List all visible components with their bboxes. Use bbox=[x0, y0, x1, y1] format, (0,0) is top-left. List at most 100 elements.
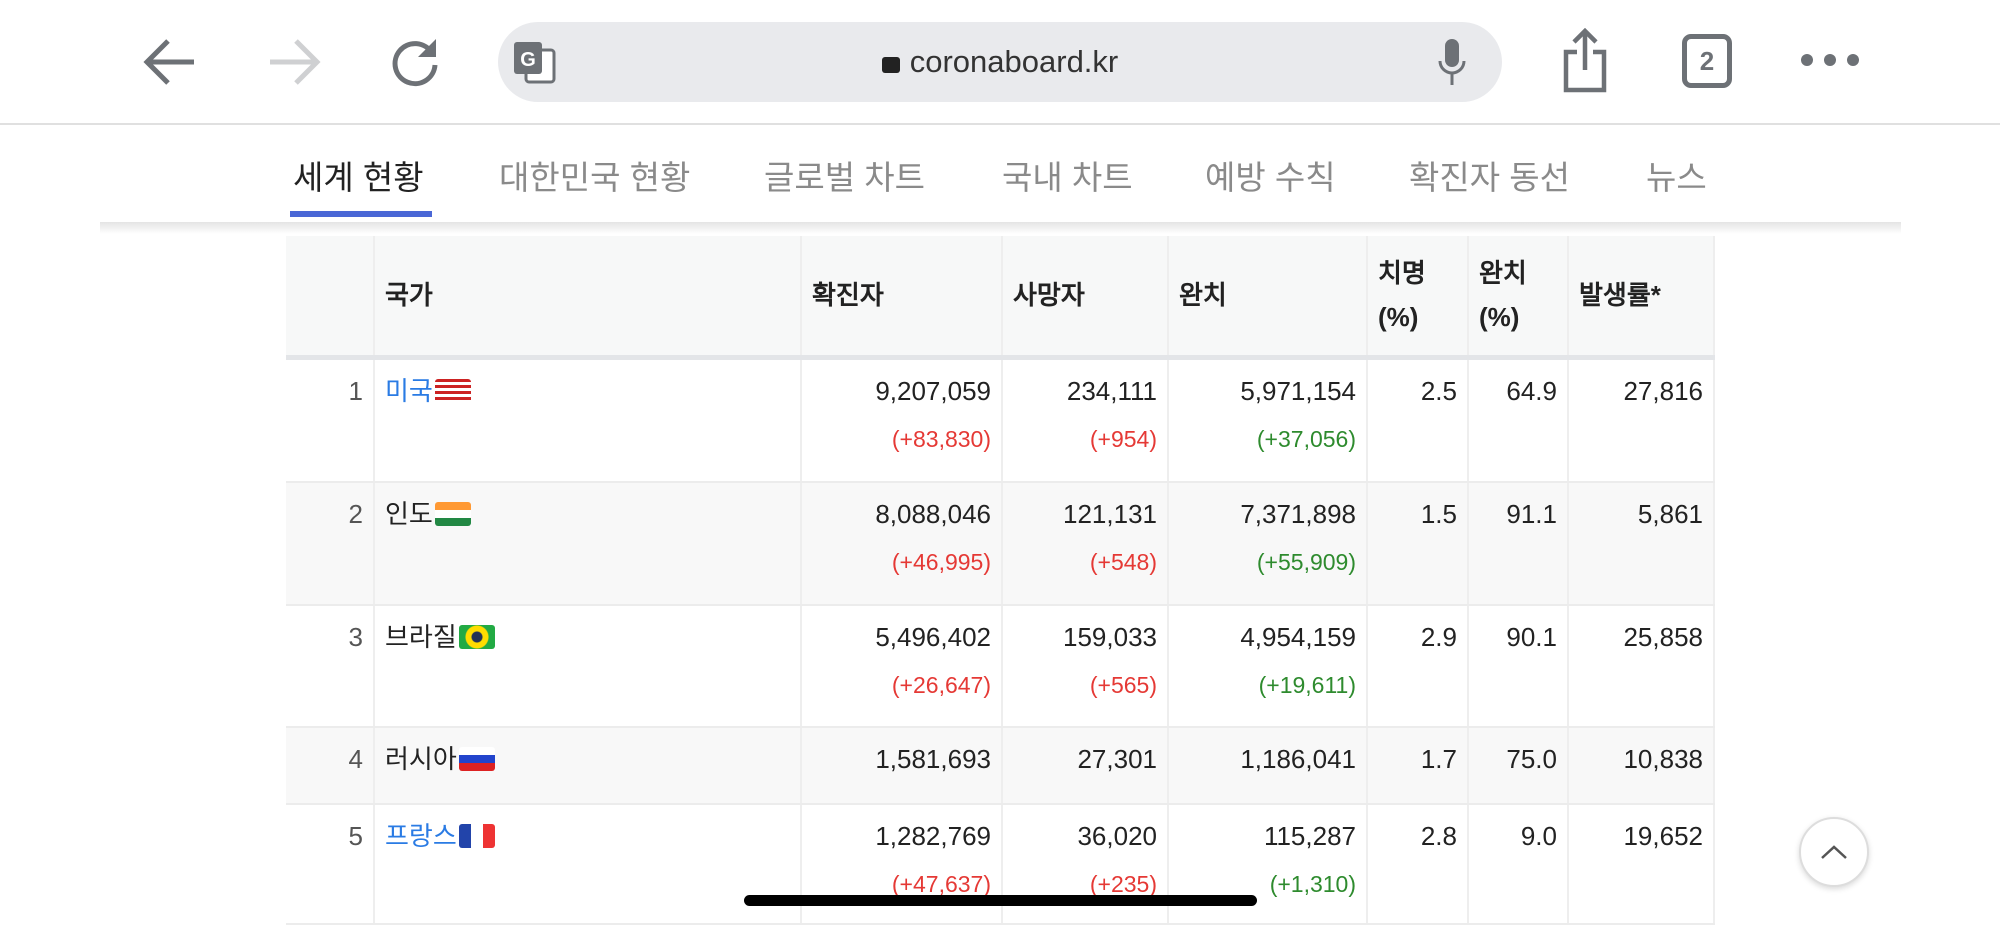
recovered-delta: (+19,611) bbox=[1258, 672, 1356, 698]
incidence-value: 5,861 bbox=[1637, 499, 1703, 529]
confirmed-value: 8,088,046 bbox=[875, 499, 991, 529]
tab-korea[interactable]: 대한민국 현황 bbox=[499, 159, 691, 196]
flag-icon bbox=[434, 378, 471, 403]
col-deaths[interactable]: 사망자 bbox=[1002, 236, 1169, 360]
col-incidence[interactable]: 발생률* bbox=[1568, 236, 1715, 360]
tab-world[interactable]: 세계 현황 bbox=[293, 159, 424, 196]
fatality-value: 2.5 bbox=[1420, 375, 1457, 406]
recovered-cell: 7,371,898 (+55,909) bbox=[1168, 482, 1368, 606]
deaths-value: 234,111 bbox=[1066, 375, 1157, 406]
col-rank bbox=[286, 236, 375, 360]
divider bbox=[100, 222, 1901, 234]
country-name: 러시아 bbox=[385, 744, 457, 774]
rank-cell: 2 bbox=[286, 482, 375, 606]
table-row: 5 프랑스 1,282,769 (+47,637) 36,020 (+235) 115,28… bbox=[286, 804, 1715, 925]
country-cell: 프랑스 bbox=[374, 804, 802, 925]
table-header: 국가 확진자 사망자 완치 치명 (%) 완치 (%) 발생률* bbox=[286, 236, 1715, 360]
recovery-value: 90.1 bbox=[1506, 622, 1557, 652]
confirmed-cell: 5,496,402 (+26,647) bbox=[801, 605, 1003, 728]
deaths-cell: 121,131 (+548) bbox=[1002, 482, 1169, 606]
fatality-cell: 2.5 bbox=[1367, 357, 1469, 483]
incidence-cell: 25,858 bbox=[1568, 605, 1715, 728]
share-icon[interactable] bbox=[1555, 26, 1615, 96]
section-tabs: 세계 현황 대한민국 현황 글로벌 차트 국내 차트 예방 수칙 확진자 동선 … bbox=[0, 125, 2000, 223]
home-indicator bbox=[744, 895, 1257, 906]
confirmed-delta: (+83,830) bbox=[891, 425, 991, 452]
deaths-cell: 36,020 (+235) bbox=[1002, 804, 1169, 925]
flag-icon bbox=[458, 625, 495, 649]
deaths-delta: (+954) bbox=[1089, 425, 1157, 452]
country-link[interactable]: 미국 bbox=[385, 375, 433, 406]
table-row: 4 러시아 1,581,693 27,301 1,186,041 1.7 75.0 10,83… bbox=[286, 727, 1715, 805]
confirmed-value: 1,581,693 bbox=[875, 744, 991, 774]
tab-prevention[interactable]: 예방 수칙 bbox=[1205, 159, 1336, 196]
fatality-value: 1.7 bbox=[1420, 744, 1457, 774]
rank-cell: 3 bbox=[286, 605, 375, 728]
fatality-value: 1.5 bbox=[1420, 499, 1457, 529]
country-cell: 인도 bbox=[374, 482, 802, 606]
confirmed-cell: 9,207,059 (+83,830) bbox=[801, 357, 1003, 483]
more-menu-icon[interactable] bbox=[1800, 40, 1860, 80]
fatality-cell: 1.7 bbox=[1367, 727, 1469, 805]
country-cell: 브라질 bbox=[374, 605, 802, 728]
col-recovered[interactable]: 완치 bbox=[1168, 236, 1368, 360]
flag-icon bbox=[458, 824, 495, 848]
fatality-cell: 2.8 bbox=[1367, 804, 1469, 925]
tab-news[interactable]: 뉴스 bbox=[1646, 159, 1707, 196]
flag-icon bbox=[458, 747, 495, 771]
recovered-delta: (+55,909) bbox=[1256, 549, 1356, 575]
active-tab-indicator bbox=[290, 211, 432, 217]
recovered-delta: (+37,056) bbox=[1256, 425, 1356, 452]
incidence-cell: 10,838 bbox=[1568, 727, 1715, 805]
country-link[interactable]: 프랑스 bbox=[385, 821, 457, 851]
col-recovery-rate[interactable]: 완치 (%) bbox=[1468, 236, 1569, 360]
country-name: 인도 bbox=[385, 499, 433, 529]
country-stats-table: 국가 확진자 사망자 완치 치명 (%) 완치 (%) 발생률* 1 미국 9,207,… bbox=[286, 236, 1715, 925]
deaths-value: 121,131 bbox=[1063, 499, 1157, 529]
deaths-delta: (+548) bbox=[1089, 549, 1157, 575]
recovery-value: 75.0 bbox=[1506, 744, 1557, 774]
deaths-value: 27,301 bbox=[1077, 744, 1157, 774]
svg-text:G: G bbox=[520, 49, 536, 71]
tab-global-chart[interactable]: 글로벌 차트 bbox=[764, 159, 925, 196]
incidence-cell: 27,816 bbox=[1568, 357, 1715, 483]
tabs-button[interactable]: 2 bbox=[1682, 34, 1732, 88]
deaths-cell: 234,111 (+954) bbox=[1002, 357, 1169, 483]
deaths-cell: 27,301 bbox=[1002, 727, 1169, 805]
confirmed-delta: (+26,647) bbox=[891, 672, 991, 698]
recovery-cell: 75.0 bbox=[1468, 727, 1569, 805]
recovered-value: 7,371,898 bbox=[1240, 499, 1356, 529]
rank-cell: 4 bbox=[286, 727, 375, 805]
deaths-value: 36,020 bbox=[1077, 821, 1157, 851]
back-arrow-icon[interactable] bbox=[138, 30, 202, 94]
browser-toolbar: G coronaboard.kr 2 bbox=[0, 0, 2000, 125]
recovered-cell: 115,287 (+1,310) bbox=[1168, 804, 1368, 925]
scroll-to-top-button[interactable] bbox=[1799, 817, 1869, 887]
col-fatality[interactable]: 치명 (%) bbox=[1367, 236, 1469, 360]
translate-icon[interactable]: G bbox=[512, 40, 558, 86]
confirmed-cell: 1,282,769 (+47,637) bbox=[801, 804, 1003, 925]
flag-icon bbox=[434, 502, 471, 526]
col-confirmed[interactable]: 확진자 bbox=[801, 236, 1003, 360]
col-country[interactable]: 국가 bbox=[374, 236, 802, 360]
fatality-value: 2.9 bbox=[1420, 622, 1457, 652]
forward-arrow-icon[interactable] bbox=[262, 30, 326, 94]
lock-icon bbox=[881, 57, 900, 73]
incidence-cell: 5,861 bbox=[1568, 482, 1715, 606]
country-cell: 러시아 bbox=[374, 727, 802, 805]
deaths-cell: 159,033 (+565) bbox=[1002, 605, 1169, 728]
tab-domestic-chart[interactable]: 국내 차트 bbox=[1002, 159, 1133, 196]
table-row: 2 인도 8,088,046 (+46,995) 121,131 (+548) 7,371,… bbox=[286, 482, 1715, 606]
recovered-value: 115,287 bbox=[1263, 821, 1356, 851]
recovered-cell: 4,954,159 (+19,611) bbox=[1168, 605, 1368, 728]
microphone-icon[interactable] bbox=[1432, 34, 1472, 90]
tab-routes[interactable]: 확진자 동선 bbox=[1409, 159, 1570, 196]
address-bar[interactable]: G coronaboard.kr bbox=[498, 22, 1502, 102]
table-row: 3 브라질 5,496,402 (+26,647) 159,033 (+565) 4,954… bbox=[286, 605, 1715, 728]
incidence-value: 25,858 bbox=[1623, 622, 1703, 652]
incidence-value: 19,652 bbox=[1623, 821, 1703, 851]
reload-icon[interactable] bbox=[383, 30, 447, 94]
confirmed-value: 1,282,769 bbox=[875, 821, 991, 851]
confirmed-delta: (+47,637) bbox=[891, 871, 991, 897]
confirmed-cell: 8,088,046 (+46,995) bbox=[801, 482, 1003, 606]
